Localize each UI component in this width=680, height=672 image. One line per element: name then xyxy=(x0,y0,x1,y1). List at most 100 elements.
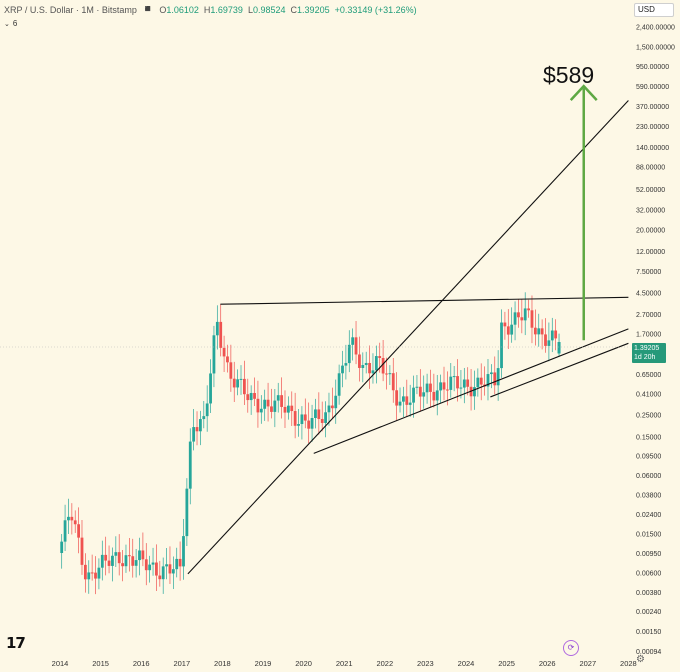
price-tag-countdown: 1d 20h xyxy=(634,354,656,361)
indicators-count: 6 xyxy=(12,19,18,28)
candle-body xyxy=(144,559,148,571)
candle-body xyxy=(429,383,432,392)
candle-body xyxy=(310,418,314,429)
candle-body xyxy=(138,550,141,561)
candle-body xyxy=(60,541,64,553)
candle-body xyxy=(161,566,165,580)
y-tick-label: 140.00000 xyxy=(636,145,669,152)
candle-body xyxy=(517,312,520,318)
candle-body xyxy=(466,379,470,387)
candle-body xyxy=(415,386,419,388)
x-tick-label: 2017 xyxy=(173,659,190,668)
x-tick-label: 2023 xyxy=(417,659,434,668)
chevron-down-icon: ⌄ xyxy=(4,20,10,28)
candle-body xyxy=(212,335,216,374)
close-label: C xyxy=(290,5,298,15)
chart-header: XRP / U.S. Dollar · 1M · Bitstamp ◾ O1.0… xyxy=(4,2,417,18)
candle-body xyxy=(70,516,74,521)
candle-body xyxy=(368,362,371,374)
high-value: 1.69739 xyxy=(210,5,243,15)
candle-body xyxy=(141,550,145,560)
candle-body xyxy=(270,406,273,412)
candle-body xyxy=(412,387,415,403)
indicators-toggle[interactable]: ⌄ 6 xyxy=(4,19,17,28)
candle-body xyxy=(554,330,558,339)
y-tick-label: 2.70000 xyxy=(636,312,661,319)
y-tick-label: 0.01500 xyxy=(636,532,661,539)
candle-body xyxy=(371,370,375,374)
candle-body xyxy=(117,552,121,564)
candle-body xyxy=(131,556,135,566)
candle-body xyxy=(503,322,507,327)
candle-body xyxy=(354,337,358,355)
y-tick-label: 0.65000 xyxy=(636,372,661,379)
candle-body xyxy=(293,411,297,426)
gear-icon[interactable]: ⚙ xyxy=(636,654,645,665)
candle-body xyxy=(324,412,327,423)
candle-body xyxy=(388,373,392,375)
candle-body xyxy=(425,383,429,393)
symbol-title[interactable]: XRP / U.S. Dollar · 1M · Bitstamp xyxy=(4,5,137,15)
price-tag-value: 1.39205 xyxy=(634,345,660,352)
candle-body xyxy=(486,374,490,387)
x-tick-label: 2022 xyxy=(376,659,393,668)
candle-body xyxy=(77,524,81,538)
candle-body xyxy=(402,396,405,402)
candle-body xyxy=(432,391,436,401)
candle-body xyxy=(215,321,219,336)
candle-body xyxy=(523,308,527,321)
x-tick-label: 2024 xyxy=(458,659,475,668)
green-star-icon[interactable]: ◾ xyxy=(141,4,155,15)
target-arrow-head xyxy=(569,84,598,101)
change-value: +0.33149 (+31.26%) xyxy=(334,5,417,15)
candle-body xyxy=(364,362,368,366)
y-tick-label: 0.02400 xyxy=(636,512,661,519)
candle-body xyxy=(283,406,287,413)
low-label: L xyxy=(247,5,253,15)
tradingview-logo[interactable]: 17 xyxy=(6,634,26,652)
candle-body xyxy=(107,560,111,566)
candle-body xyxy=(67,516,70,521)
candle-body xyxy=(550,330,554,341)
candle-body xyxy=(381,358,385,374)
y-tick-label: 88.00000 xyxy=(636,165,665,172)
candle-body xyxy=(202,416,206,420)
candle-body xyxy=(385,373,388,375)
x-tick-label: 2018 xyxy=(214,659,231,668)
candle-body xyxy=(87,572,91,580)
candle-body xyxy=(100,554,104,568)
candle-body xyxy=(73,520,77,525)
ohlc-values: O1.06102 H1.69739 L0.98524 C1.39205 +0.3… xyxy=(159,5,416,15)
candle-body xyxy=(263,399,267,409)
candle-body xyxy=(134,560,138,566)
candle-body xyxy=(121,563,124,567)
candle-body xyxy=(442,382,446,390)
y-tick-label: 0.06000 xyxy=(636,473,661,480)
candle-body xyxy=(300,414,304,425)
y-axis: 2,400.00000 1,500.00000 950.00000 590.00000… xyxy=(636,25,675,656)
candle-body xyxy=(351,337,355,345)
candle-body xyxy=(276,395,280,401)
candle-body xyxy=(266,399,270,407)
candle-body xyxy=(199,419,202,432)
candle-body xyxy=(330,405,334,409)
candle-body xyxy=(456,376,459,389)
candle-body xyxy=(520,317,524,321)
y-tick-label: 0.25000 xyxy=(636,413,661,420)
candle-body xyxy=(341,365,344,374)
candle-body xyxy=(391,373,395,391)
candle-body xyxy=(544,334,547,346)
y-tick-label: 2,400.00000 xyxy=(636,25,675,32)
currency-select[interactable]: USD xyxy=(634,3,674,17)
candle-body xyxy=(473,387,476,397)
candle-body xyxy=(124,555,128,567)
replay-icon[interactable]: ⟳ xyxy=(563,640,579,656)
candle-body xyxy=(337,373,341,396)
candle-body xyxy=(80,537,84,565)
candle-body xyxy=(530,310,534,328)
x-tick-label: 2020 xyxy=(295,659,312,668)
candle-body xyxy=(334,395,338,409)
y-tick-label: 0.15000 xyxy=(636,434,661,441)
price-tag: 1.39205 1d 20h xyxy=(632,343,666,363)
